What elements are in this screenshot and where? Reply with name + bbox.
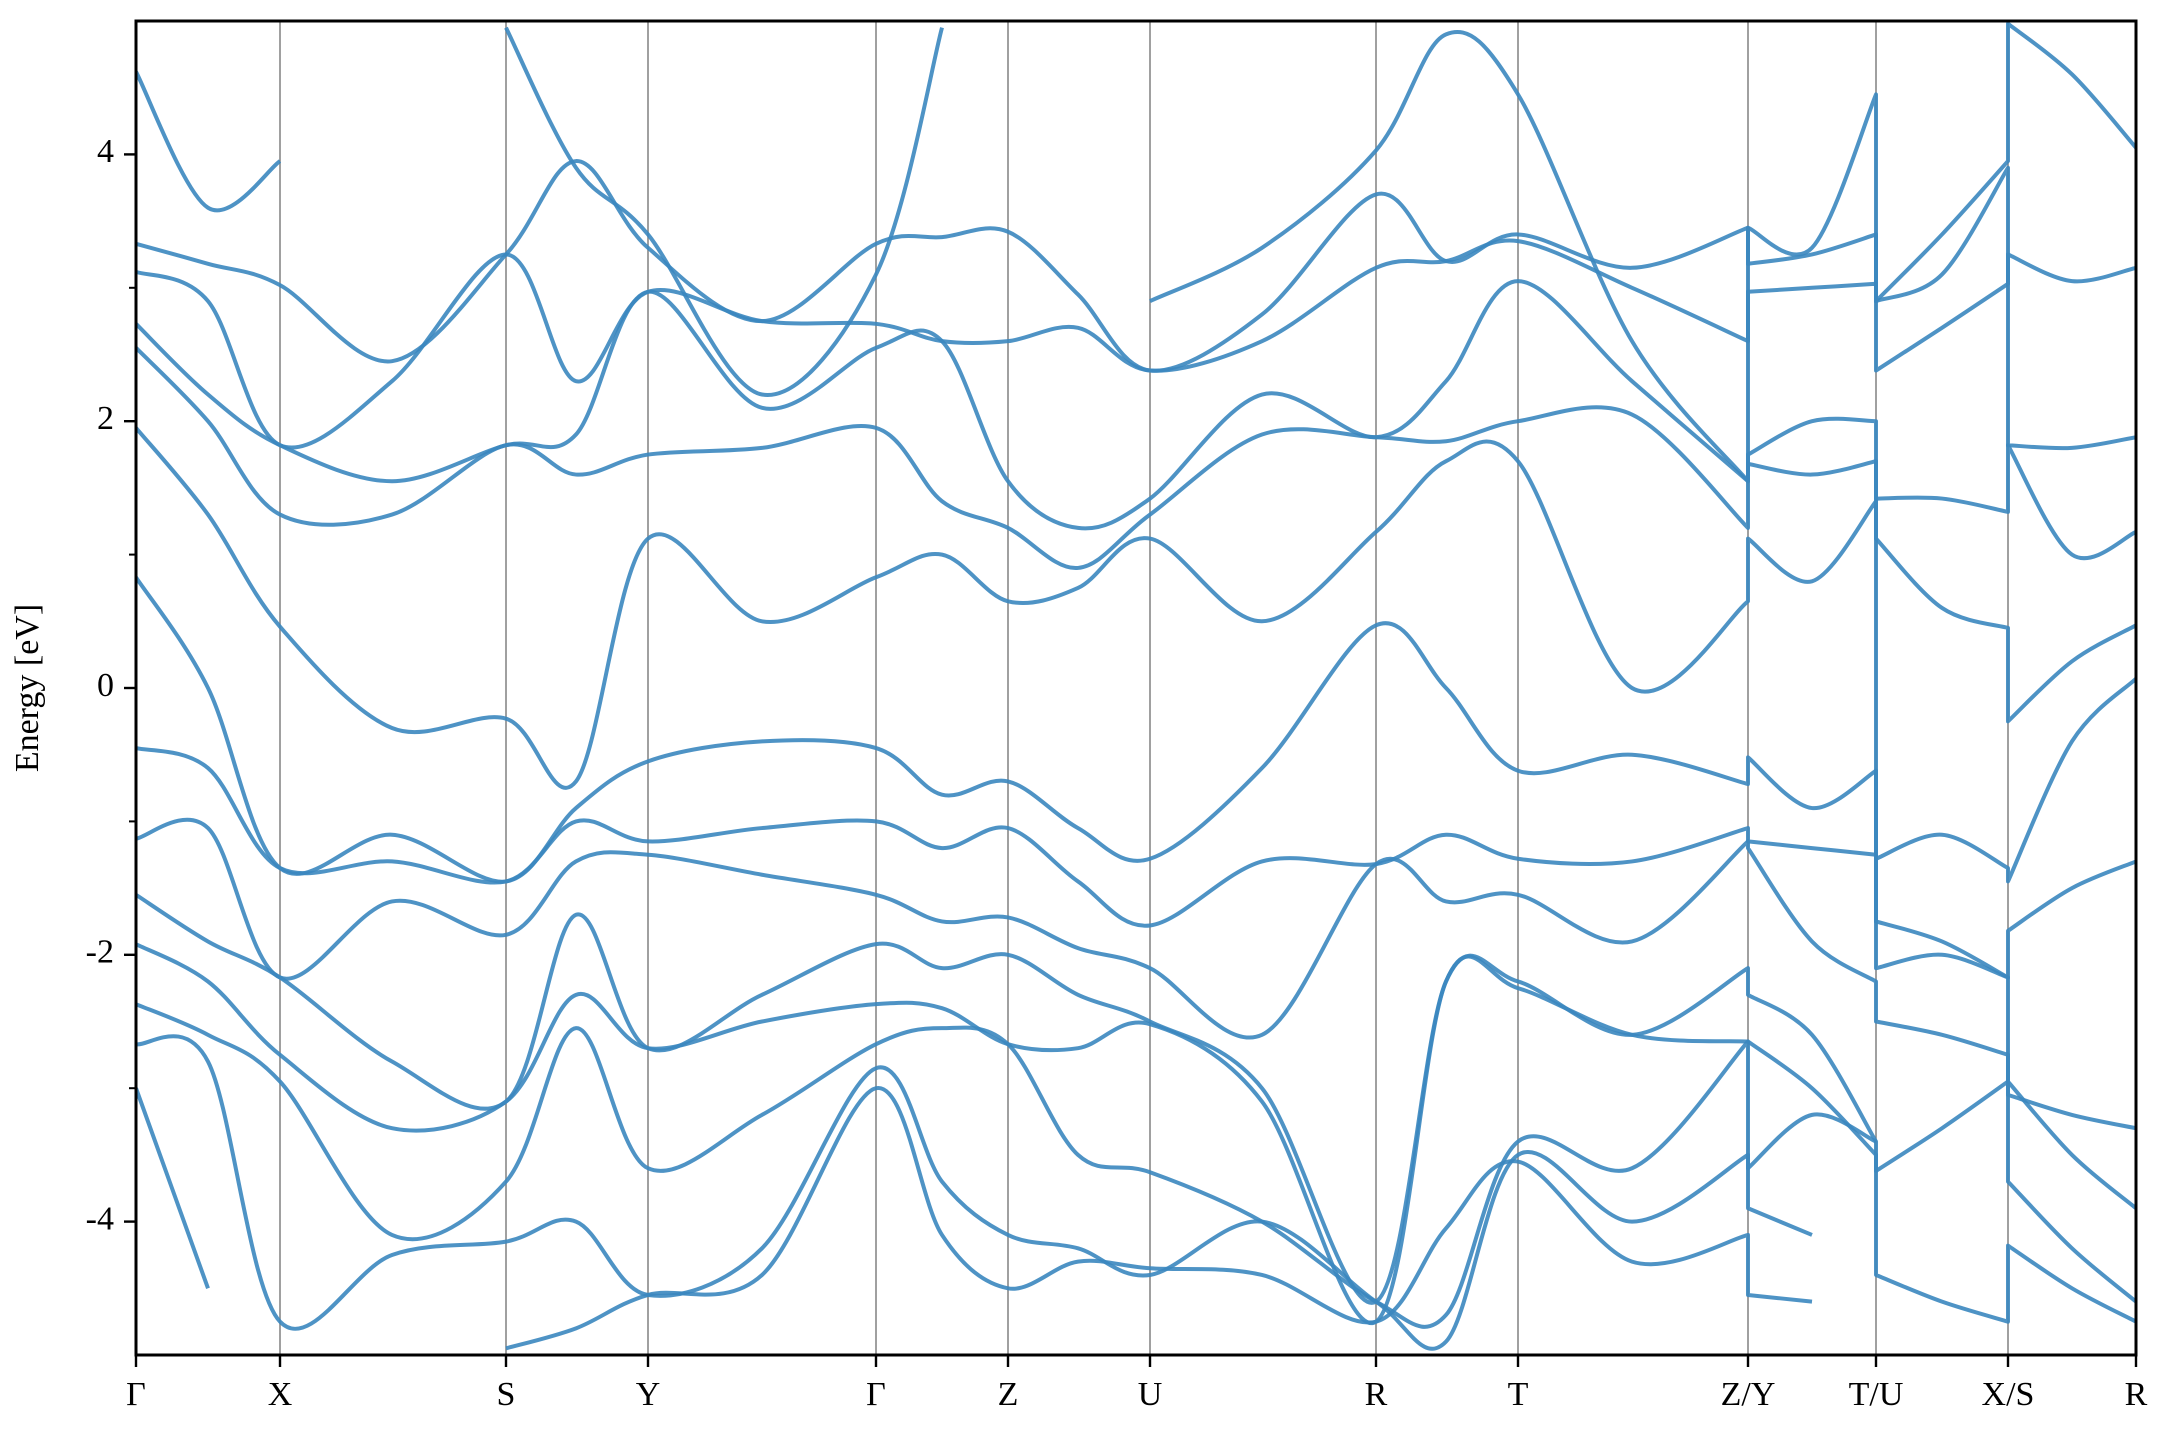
- y-tick-label: -2: [86, 934, 114, 971]
- x-tick-label: Γ: [126, 1376, 146, 1413]
- x-tick-label: Γ: [866, 1376, 886, 1413]
- y-axis-label: Energy [eV]: [9, 604, 46, 772]
- band-line: [136, 746, 2136, 1131]
- grid: [135, 21, 2137, 1355]
- band-line: [136, 817, 2136, 1210]
- x-tick-label: Z/Y: [1721, 1376, 1776, 1413]
- x-tick-label: U: [1138, 1376, 1163, 1413]
- y-tick-label: 4: [97, 133, 114, 170]
- x-tick-label: X: [268, 1376, 293, 1413]
- band-line: [136, 159, 2136, 373]
- band-line: [136, 1002, 1877, 1329]
- band-line: [136, 1086, 1813, 1351]
- y-tick-label: -4: [86, 1200, 114, 1237]
- band-line: [136, 426, 2136, 884]
- bands: [136, 21, 2136, 1351]
- x-tick-label: X/S: [1982, 1376, 2035, 1413]
- x-tick-label: R: [2125, 1376, 2148, 1413]
- x-tick-label: T: [1508, 1376, 1529, 1413]
- band-line: [136, 893, 2136, 1305]
- x-tick-label: T/U: [1849, 1376, 1904, 1413]
- x-tick-label: Y: [636, 1376, 661, 1413]
- band-line: [136, 1034, 1813, 1351]
- y-tick-label: 0: [97, 667, 114, 704]
- axes: Γ X S Y Γ Z U R T Z/Y T/U X/S R -4 -2 0 2 4: [86, 19, 2148, 1413]
- y-tick-label: 2: [97, 400, 114, 437]
- band-line: [136, 346, 2136, 724]
- plot-frame: [134, 19, 2138, 1357]
- band-line: [136, 576, 2136, 980]
- x-tick-label: Z: [998, 1376, 1019, 1413]
- band-line: [136, 942, 2136, 1326]
- band-line: [136, 21, 2136, 484]
- band-line: [136, 279, 2136, 561]
- band-line: [136, 165, 2136, 451]
- x-tick-label: S: [497, 1376, 516, 1413]
- x-tick-label: R: [1365, 1376, 1388, 1413]
